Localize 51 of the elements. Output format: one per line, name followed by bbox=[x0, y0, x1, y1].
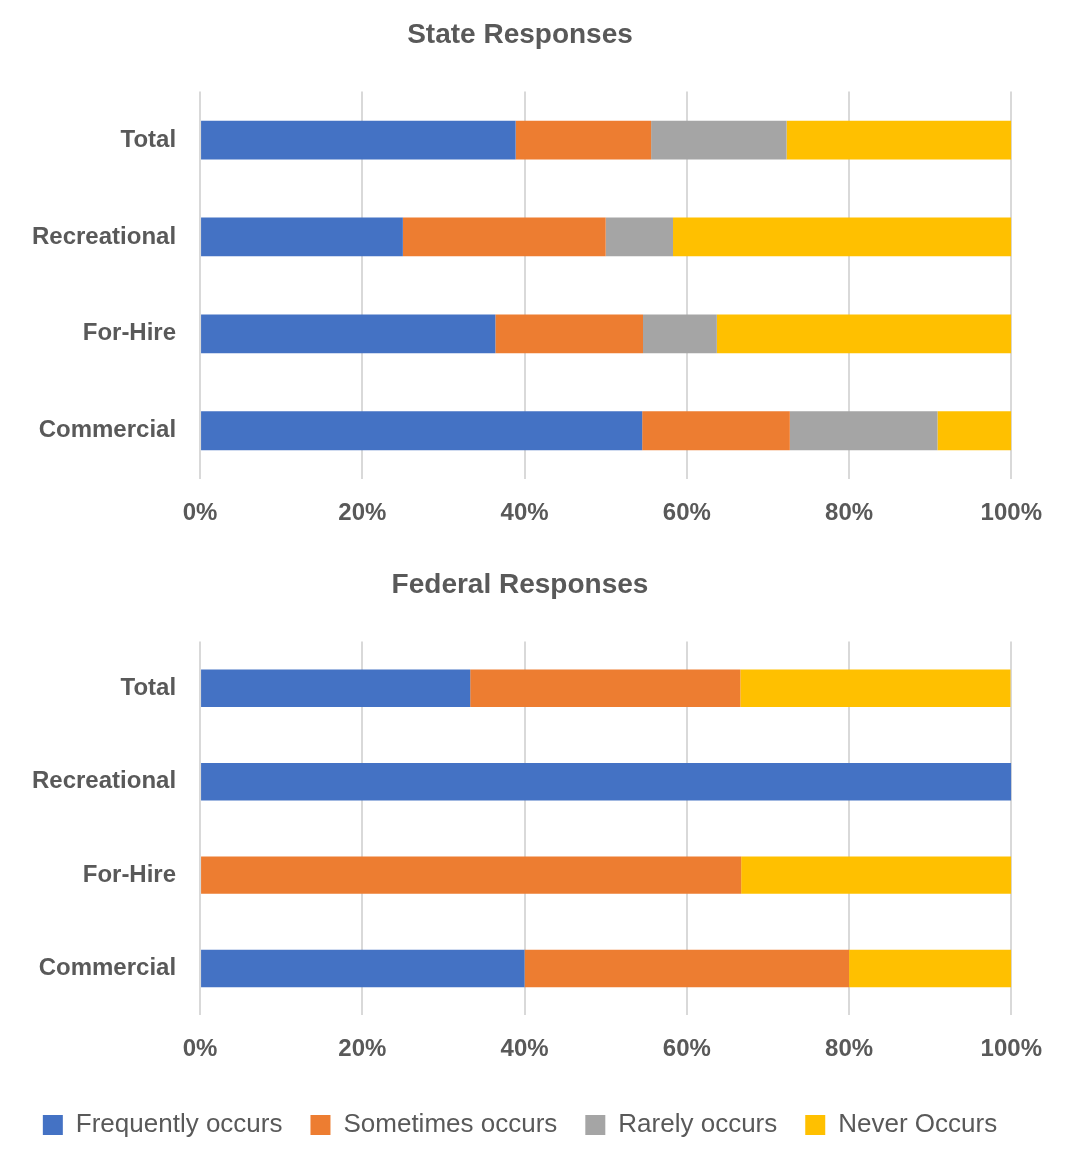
chart-title: Federal Responses bbox=[391, 567, 649, 599]
x-tick-label: 40% bbox=[500, 498, 549, 526]
bar bbox=[402, 217, 606, 257]
bar bbox=[495, 314, 643, 354]
bar bbox=[201, 763, 1012, 801]
bar bbox=[673, 217, 1012, 257]
x-tick-label: 0% bbox=[182, 1034, 218, 1062]
bar bbox=[937, 411, 1012, 451]
bar bbox=[201, 949, 525, 988]
y-tick-label: Total bbox=[120, 672, 177, 700]
y-tick-label: Total bbox=[120, 124, 177, 152]
bar bbox=[201, 217, 403, 257]
bar bbox=[740, 669, 1011, 707]
legend-label: Never Occurs bbox=[838, 1108, 998, 1139]
bar bbox=[849, 949, 1012, 988]
bar bbox=[651, 120, 787, 160]
bar bbox=[515, 120, 652, 160]
y-tick-label: For-Hire bbox=[82, 859, 177, 887]
x-tick-label: 60% bbox=[662, 498, 711, 526]
x-tick-label: 100% bbox=[980, 1034, 1042, 1062]
legend-label: Sometimes occurs bbox=[343, 1108, 558, 1139]
bar bbox=[201, 669, 471, 707]
bar bbox=[741, 856, 1012, 894]
y-tick-label: Commercial bbox=[38, 953, 177, 981]
bar bbox=[470, 669, 741, 707]
y-tick-label: Recreational bbox=[32, 766, 177, 794]
x-tick-label: 80% bbox=[825, 498, 874, 526]
bar bbox=[605, 217, 674, 257]
x-tick-label: 80% bbox=[825, 1034, 874, 1062]
bar bbox=[643, 314, 717, 354]
legend-label: Rarely occurs bbox=[618, 1108, 778, 1139]
chart-title: State Responses bbox=[407, 17, 633, 49]
bar bbox=[786, 120, 1012, 160]
bar bbox=[201, 856, 742, 894]
bar bbox=[642, 411, 790, 451]
x-tick-label: 60% bbox=[662, 1034, 711, 1062]
y-tick-label: Recreational bbox=[32, 221, 177, 249]
bar bbox=[201, 314, 496, 354]
bar bbox=[716, 314, 1012, 354]
x-tick-label: 20% bbox=[338, 1034, 387, 1062]
x-tick-label: 0% bbox=[182, 498, 218, 526]
bar bbox=[201, 411, 643, 451]
legend-label: Frequently occurs bbox=[75, 1108, 283, 1139]
bar bbox=[524, 949, 850, 988]
x-tick-label: 40% bbox=[500, 1034, 549, 1062]
bar bbox=[789, 411, 938, 451]
x-tick-label: 20% bbox=[338, 498, 387, 526]
y-tick-label: For-Hire bbox=[82, 318, 177, 346]
bar bbox=[201, 120, 516, 160]
y-tick-label: Commercial bbox=[38, 415, 177, 443]
x-tick-label: 100% bbox=[980, 498, 1042, 526]
